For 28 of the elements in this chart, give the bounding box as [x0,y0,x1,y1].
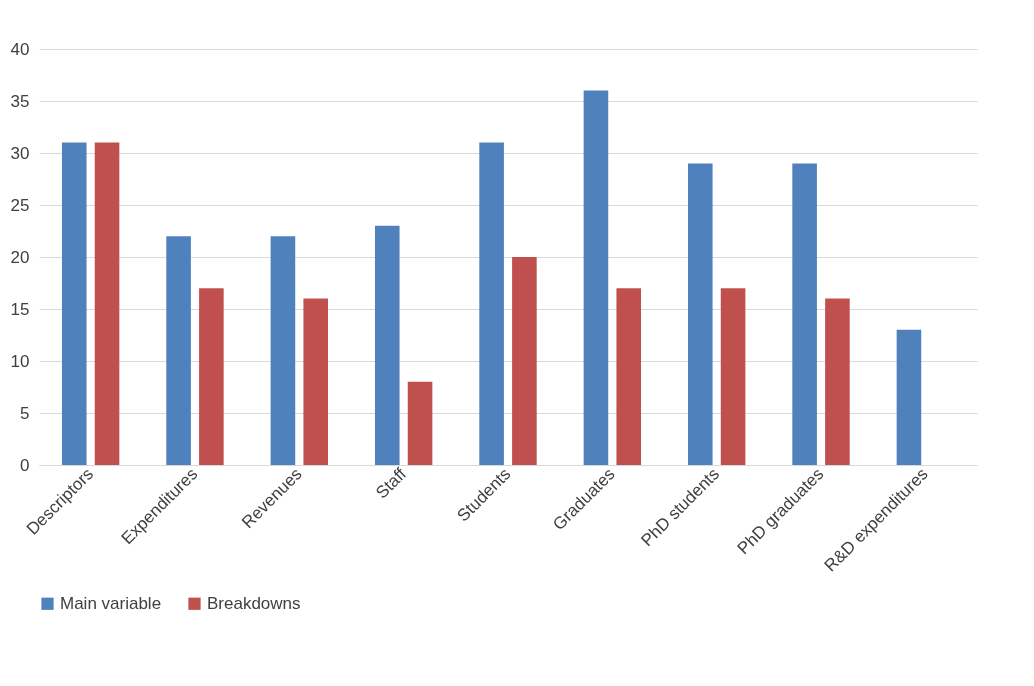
bar [374,225,400,465]
bar [512,257,537,465]
y-tick-label: 40 [10,39,30,59]
y-tick-label: 20 [10,247,30,267]
y-tick-label: 5 [20,403,30,423]
bar [407,381,433,465]
bar [687,163,713,465]
bar [825,298,850,465]
y-tick-label: 15 [10,299,30,319]
y-tick-label: 30 [10,143,30,163]
bar [479,142,504,465]
bar [199,288,224,465]
y-tick-label: 0 [20,455,30,475]
bar [61,142,87,465]
legend-label: Main variable [60,593,162,613]
bar [303,298,329,465]
y-tick-label: 35 [10,91,30,111]
bar [166,236,191,465]
bar [270,236,296,465]
bar [94,142,120,465]
legend-label: Breakdowns [207,593,301,613]
bar [896,329,922,465]
y-tick-label: 10 [10,351,30,371]
bar [616,288,642,465]
bar [583,90,609,465]
bar [792,163,817,465]
bar [720,288,746,465]
y-tick-label: 25 [10,195,30,215]
